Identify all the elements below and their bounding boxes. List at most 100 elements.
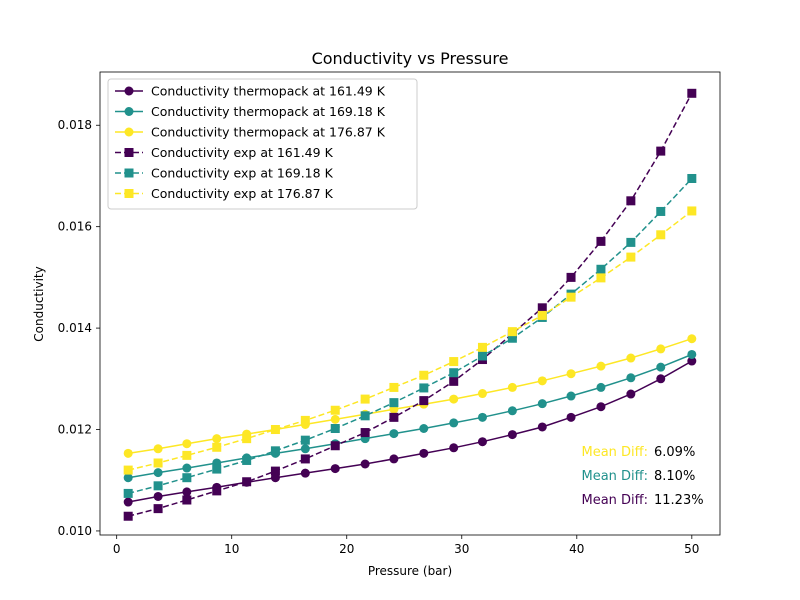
data-point [182, 487, 192, 497]
axes-frame [99, 71, 721, 536]
data-point [477, 342, 487, 352]
data-point [389, 382, 399, 392]
data-point [123, 473, 133, 483]
data-point [656, 362, 666, 372]
data-point [330, 424, 340, 434]
data-point [507, 333, 517, 343]
y-tick-label: 0.010 [58, 524, 92, 538]
legend-marker [124, 168, 134, 178]
data-point [449, 357, 459, 367]
data-point [596, 264, 606, 274]
legend-entry-4: Conductivity exp at 169.18 K [115, 166, 334, 181]
data-point [566, 292, 576, 302]
data-point [330, 414, 340, 424]
data-point [596, 361, 606, 371]
data-point [449, 376, 459, 386]
mean-diff-annotation-2: Mean Diff: 11.23% [581, 493, 703, 508]
series-line-3 [128, 92, 693, 517]
y-tick-label: 0.012 [58, 423, 92, 437]
legend-marker [124, 189, 134, 198]
data-point [687, 173, 697, 183]
legend-label: Conductivity thermopack at 161.49 K [151, 84, 386, 99]
data-point [566, 272, 576, 282]
data-point [566, 391, 576, 401]
x-tick-label: 40 [569, 542, 584, 556]
data-point [626, 353, 636, 363]
data-point [656, 374, 666, 384]
data-point [507, 430, 517, 440]
data-point [300, 415, 310, 425]
data-point [123, 448, 133, 458]
data-point [537, 422, 547, 432]
y-axis-label: Conductivity [32, 266, 46, 341]
data-point [477, 351, 487, 361]
data-point [270, 446, 280, 456]
data-point [242, 477, 252, 487]
data-point [656, 344, 666, 354]
mean-diff-annotation-1: Mean Diff: 8.10% [581, 469, 695, 484]
plot-area [99, 71, 721, 536]
y-axis: 0.010 0.012 0.014 0.016 0.018 [58, 118, 100, 538]
data-point [596, 236, 606, 246]
legend-label: Conductivity exp at 161.49 K [151, 145, 334, 160]
data-point [153, 491, 163, 501]
legend-marker [124, 127, 134, 137]
legend-label: Conductivity exp at 169.18 K [151, 166, 334, 181]
data-point [153, 458, 163, 468]
data-point [300, 435, 310, 445]
data-point [182, 439, 192, 449]
data-point [389, 398, 399, 408]
data-point [507, 327, 517, 337]
x-tick-label: 0 [113, 542, 121, 556]
data-point [389, 429, 399, 439]
legend-entry-2: Conductivity thermopack at 176.87 K [115, 125, 386, 140]
data-point [123, 488, 133, 498]
data-point [596, 402, 606, 412]
data-point [300, 454, 310, 464]
x-axis: 0 10 20 30 40 50 [113, 535, 699, 556]
annotation-value: 8.10% [654, 469, 695, 484]
data-point [330, 441, 340, 451]
data-point [419, 383, 429, 393]
data-point [182, 450, 192, 460]
data-point [300, 444, 310, 454]
legend-marker [124, 148, 134, 157]
data-point [449, 443, 459, 453]
data-point [153, 468, 163, 478]
data-point [449, 368, 459, 378]
data-point [566, 412, 576, 422]
data-point [626, 196, 636, 206]
x-axis-label: Pressure (bar) [368, 564, 452, 578]
data-point [242, 434, 252, 444]
legend-entry-5: Conductivity exp at 176.87 K [115, 186, 334, 201]
data-point [687, 334, 697, 344]
data-point [153, 481, 163, 491]
legend-label: Conductivity thermopack at 176.87 K [151, 125, 386, 140]
data-point [537, 399, 547, 409]
legend-label: Conductivity exp at 176.87 K [151, 186, 334, 201]
data-point [507, 382, 517, 392]
data-point [182, 473, 192, 483]
data-point [596, 273, 606, 283]
data-point [153, 504, 163, 514]
data-point [656, 206, 666, 216]
data-point [330, 464, 340, 474]
annotations: Mean Diff: 6.09% Mean Diff: 8.10% Mean Diff:… [581, 445, 703, 508]
data-point [123, 465, 133, 475]
data-point [212, 486, 222, 496]
legend-entry-0: Conductivity thermopack at 161.49 K [115, 84, 386, 99]
legend-marker [124, 86, 134, 96]
legend-marker [124, 107, 134, 116]
legend-entry-1: Conductivity thermopack at 169.18 K [115, 104, 386, 119]
data-point [626, 252, 636, 262]
series-line-5 [128, 210, 693, 471]
mean-diff-annotation-0: Mean Diff: 6.09% [581, 445, 695, 460]
x-tick-label: 10 [224, 542, 239, 556]
y-tick-label: 0.014 [58, 321, 92, 335]
legend-box [107, 78, 418, 210]
data-point [270, 466, 280, 476]
y-tick-label: 0.016 [58, 220, 92, 234]
data-point [626, 373, 636, 383]
data-point [419, 396, 429, 406]
series-line-1 [128, 353, 693, 479]
